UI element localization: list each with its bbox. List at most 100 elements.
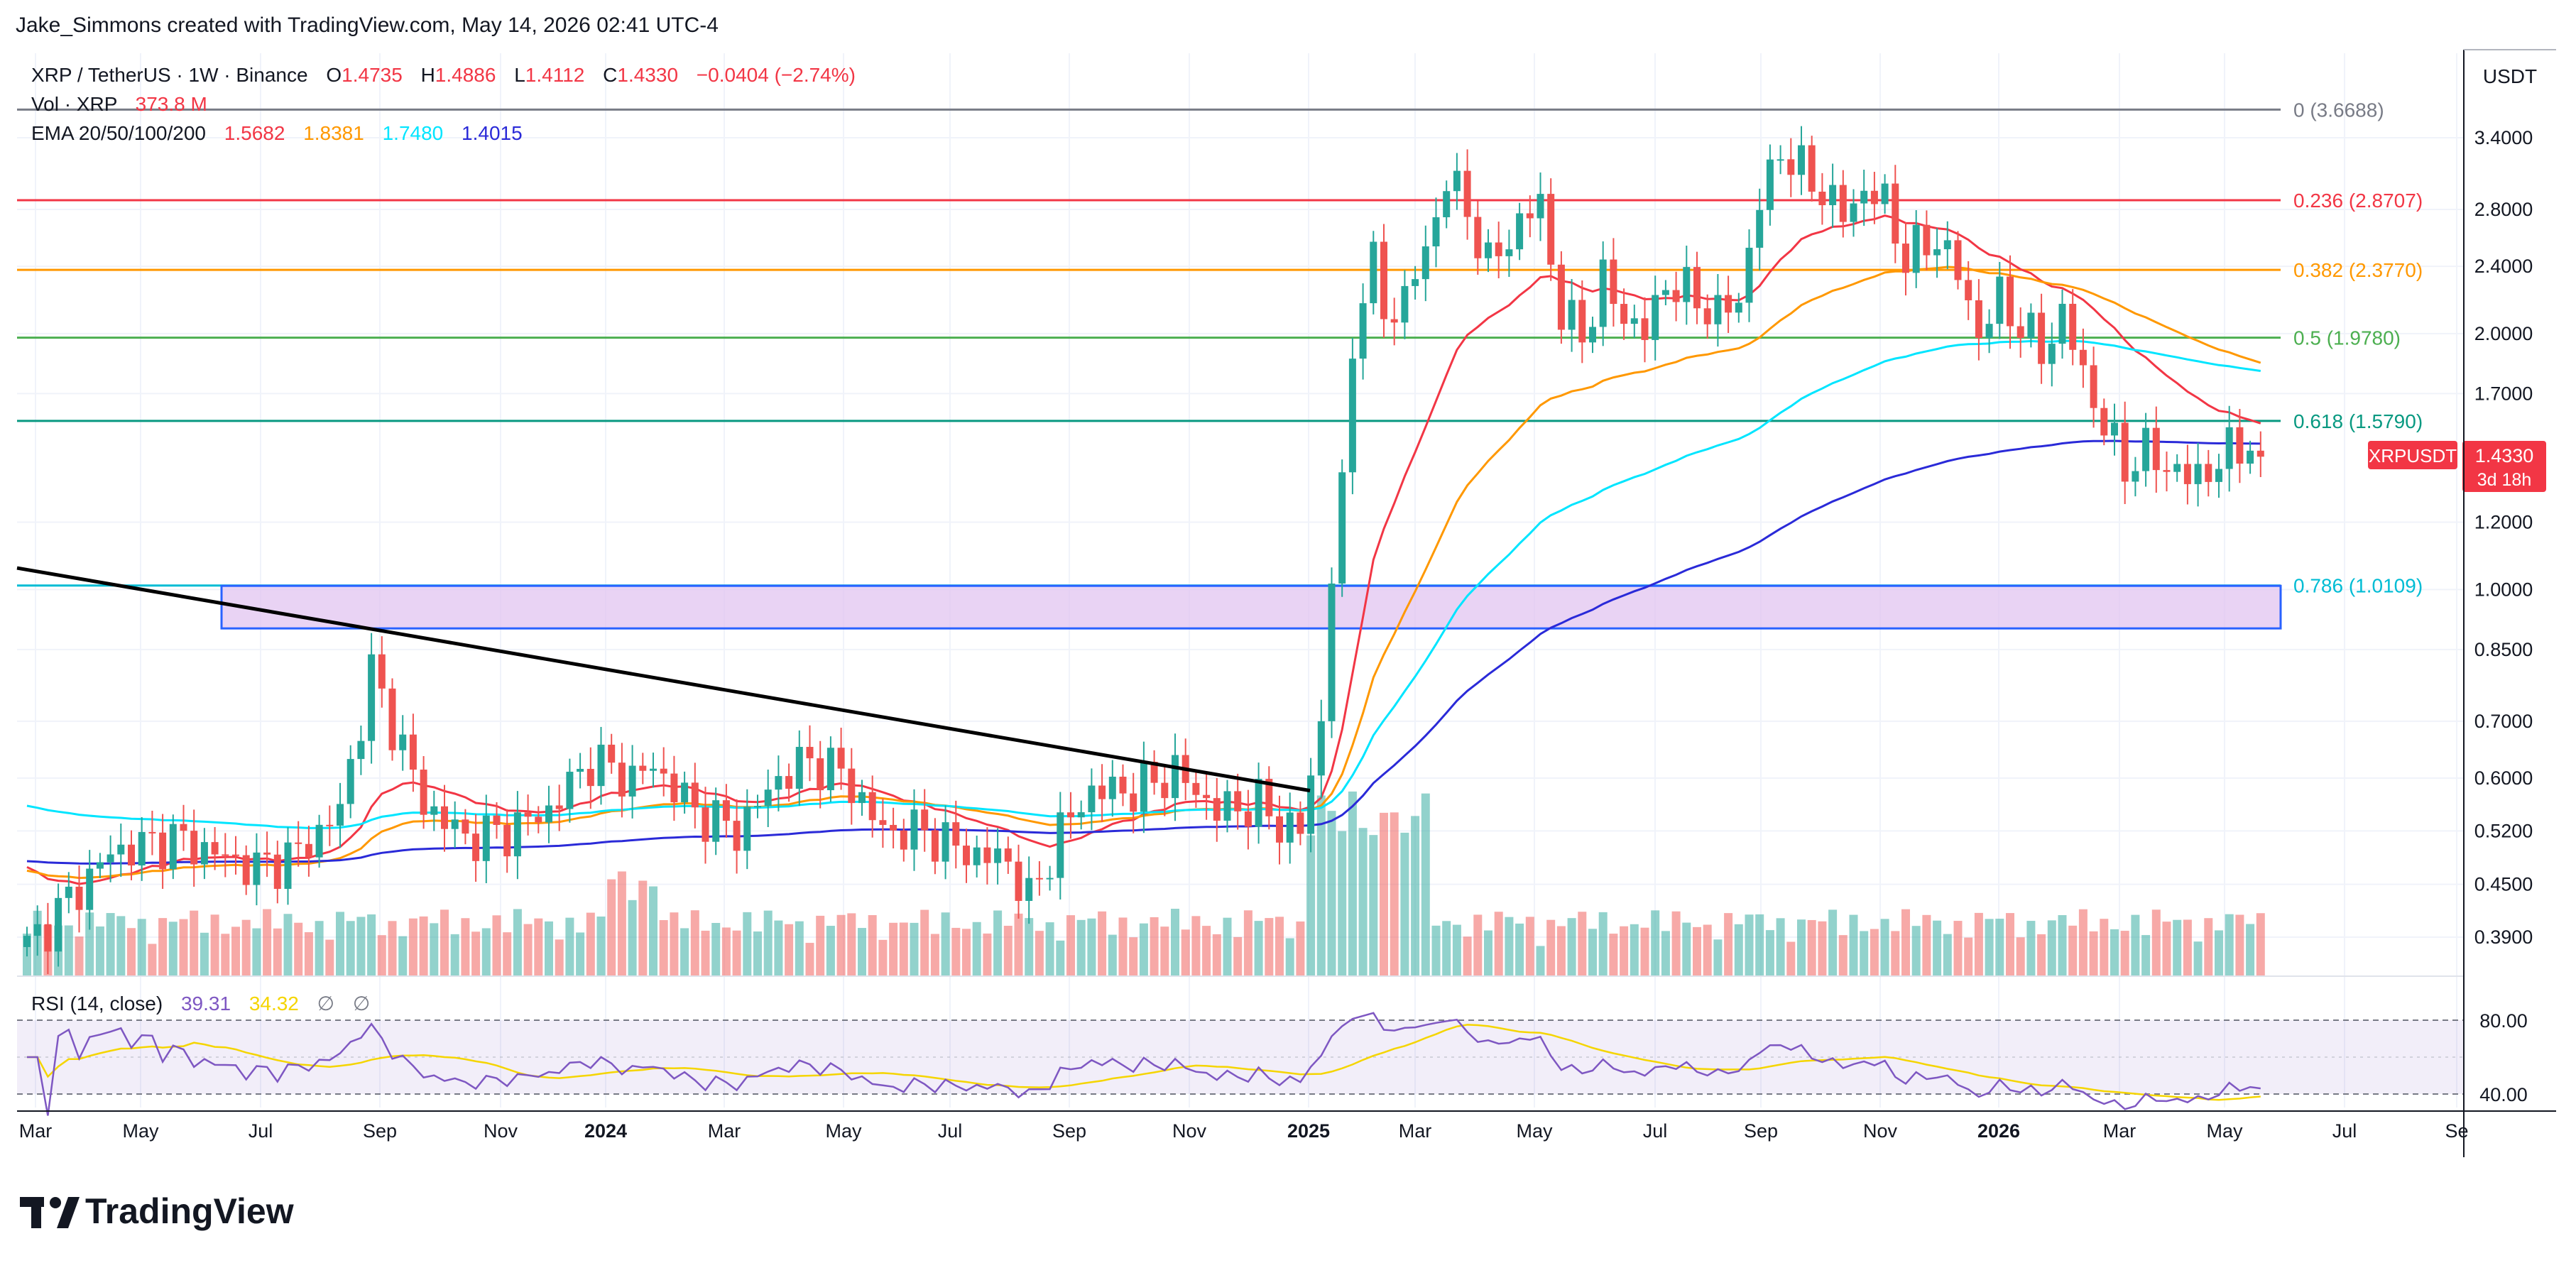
candle-body bbox=[2111, 422, 2118, 436]
candle-body bbox=[2090, 365, 2097, 408]
candle-body bbox=[1829, 185, 1837, 206]
candle-body bbox=[743, 807, 751, 851]
volume-bar bbox=[2173, 919, 2182, 976]
volume-bar bbox=[826, 926, 835, 976]
x-tick-label: 2025 bbox=[1287, 1120, 1330, 1142]
candle-body bbox=[1985, 324, 1993, 338]
volume-bar bbox=[2183, 919, 2192, 976]
candle-body bbox=[994, 848, 1002, 863]
volume-bar bbox=[1661, 931, 1670, 976]
candle-body bbox=[566, 772, 574, 809]
volume-bar bbox=[962, 929, 971, 976]
volume-bar bbox=[1953, 921, 1963, 976]
candle-body bbox=[1025, 877, 1033, 901]
candle-body bbox=[337, 804, 344, 826]
volume-bar bbox=[1066, 915, 1075, 976]
candle-body bbox=[1015, 861, 1022, 901]
candle-body bbox=[1077, 812, 1085, 818]
candle-body bbox=[1328, 583, 1336, 721]
volume-bar bbox=[471, 931, 481, 976]
candle-body bbox=[733, 821, 741, 851]
volume-bar bbox=[1546, 919, 1556, 976]
candle-body bbox=[2256, 450, 2264, 457]
x-tick-label: Mar bbox=[708, 1120, 741, 1142]
y-tick-label: 3.4000 bbox=[2474, 127, 2533, 148]
candle-body bbox=[1610, 259, 1617, 305]
candle-body bbox=[284, 842, 292, 890]
volume-bar bbox=[1076, 919, 1086, 976]
candle-body bbox=[1505, 249, 1513, 256]
candle-body bbox=[409, 734, 417, 770]
candle-body bbox=[1599, 259, 1607, 327]
volume-bar bbox=[221, 934, 230, 976]
volume-bar bbox=[1974, 912, 1983, 976]
candle-body bbox=[1412, 279, 1419, 286]
volume-bar bbox=[1525, 917, 1534, 976]
currency-label[interactable]: USDT bbox=[2483, 65, 2537, 87]
volume-bar bbox=[1035, 931, 1044, 976]
volume-bar bbox=[158, 918, 168, 976]
volume-bar bbox=[743, 912, 752, 976]
volume-bar bbox=[910, 922, 919, 976]
candle-body bbox=[1161, 782, 1169, 799]
candle-body bbox=[555, 805, 563, 809]
volume-bar bbox=[1671, 911, 1681, 976]
candle-body bbox=[2121, 422, 2129, 482]
volume-bar bbox=[2256, 913, 2265, 976]
volume-bar bbox=[1933, 920, 1942, 976]
volume-bar bbox=[1338, 831, 1347, 976]
candle-body bbox=[2142, 427, 2150, 471]
volume-bar bbox=[1891, 931, 1900, 976]
volume-bar bbox=[1995, 919, 2004, 976]
volume-bar bbox=[148, 944, 157, 976]
candle-body bbox=[1297, 812, 1304, 834]
volume-bar bbox=[2058, 914, 2067, 976]
rsi-pane: 80.00 40.00 bbox=[17, 1010, 2528, 1116]
price-tag-value: 1.4330 bbox=[2475, 445, 2534, 466]
ema100-value: 1.7480 bbox=[383, 122, 444, 144]
volume-bar bbox=[951, 927, 961, 976]
volume-bar bbox=[1212, 934, 1221, 976]
x-tick-label: 2026 bbox=[1977, 1120, 2020, 1142]
volume-bar bbox=[2026, 921, 2036, 976]
volume-bar bbox=[993, 910, 1003, 976]
tradingview-logo[interactable]: TradingView bbox=[20, 1191, 294, 1231]
candle-body bbox=[1818, 191, 1826, 206]
candle-body bbox=[650, 768, 657, 771]
volume-bar bbox=[388, 921, 397, 976]
candle-body bbox=[1735, 302, 1742, 313]
candle-body bbox=[1589, 327, 1596, 343]
candle-body bbox=[1046, 877, 1054, 880]
candle-body bbox=[795, 747, 803, 789]
volume-bar bbox=[440, 909, 449, 976]
candle-body bbox=[1223, 791, 1231, 821]
candle-body bbox=[1620, 304, 1628, 324]
volume-bar bbox=[1786, 941, 1796, 976]
volume-value: 373.8 M bbox=[136, 93, 207, 115]
candles bbox=[23, 126, 2264, 974]
volume-bar bbox=[1630, 924, 1639, 976]
candle-body bbox=[2100, 408, 2108, 436]
candle-body bbox=[65, 886, 72, 898]
volume-bar bbox=[64, 925, 73, 976]
volume-bar bbox=[273, 928, 282, 976]
volume-label: Vol · XRP bbox=[31, 93, 117, 115]
candle-body bbox=[1777, 159, 1784, 161]
candle-body bbox=[315, 824, 323, 858]
volume-bar bbox=[336, 912, 344, 976]
volume-bar bbox=[1380, 812, 1388, 976]
volume-bar bbox=[190, 910, 199, 976]
volume-bar bbox=[1838, 935, 1848, 976]
volume-bar bbox=[2078, 909, 2087, 976]
candle-body bbox=[1912, 224, 1920, 273]
volume-bar bbox=[252, 928, 261, 976]
volume-bar bbox=[398, 936, 408, 976]
candle-body bbox=[983, 847, 991, 863]
volume-bar bbox=[1348, 791, 1357, 976]
y-tick-label: 0.5200 bbox=[2474, 820, 2533, 841]
volume-bar bbox=[315, 921, 324, 976]
volume-bar bbox=[1578, 912, 1587, 976]
volume-bar bbox=[116, 916, 126, 976]
candle-body bbox=[1661, 290, 1669, 295]
